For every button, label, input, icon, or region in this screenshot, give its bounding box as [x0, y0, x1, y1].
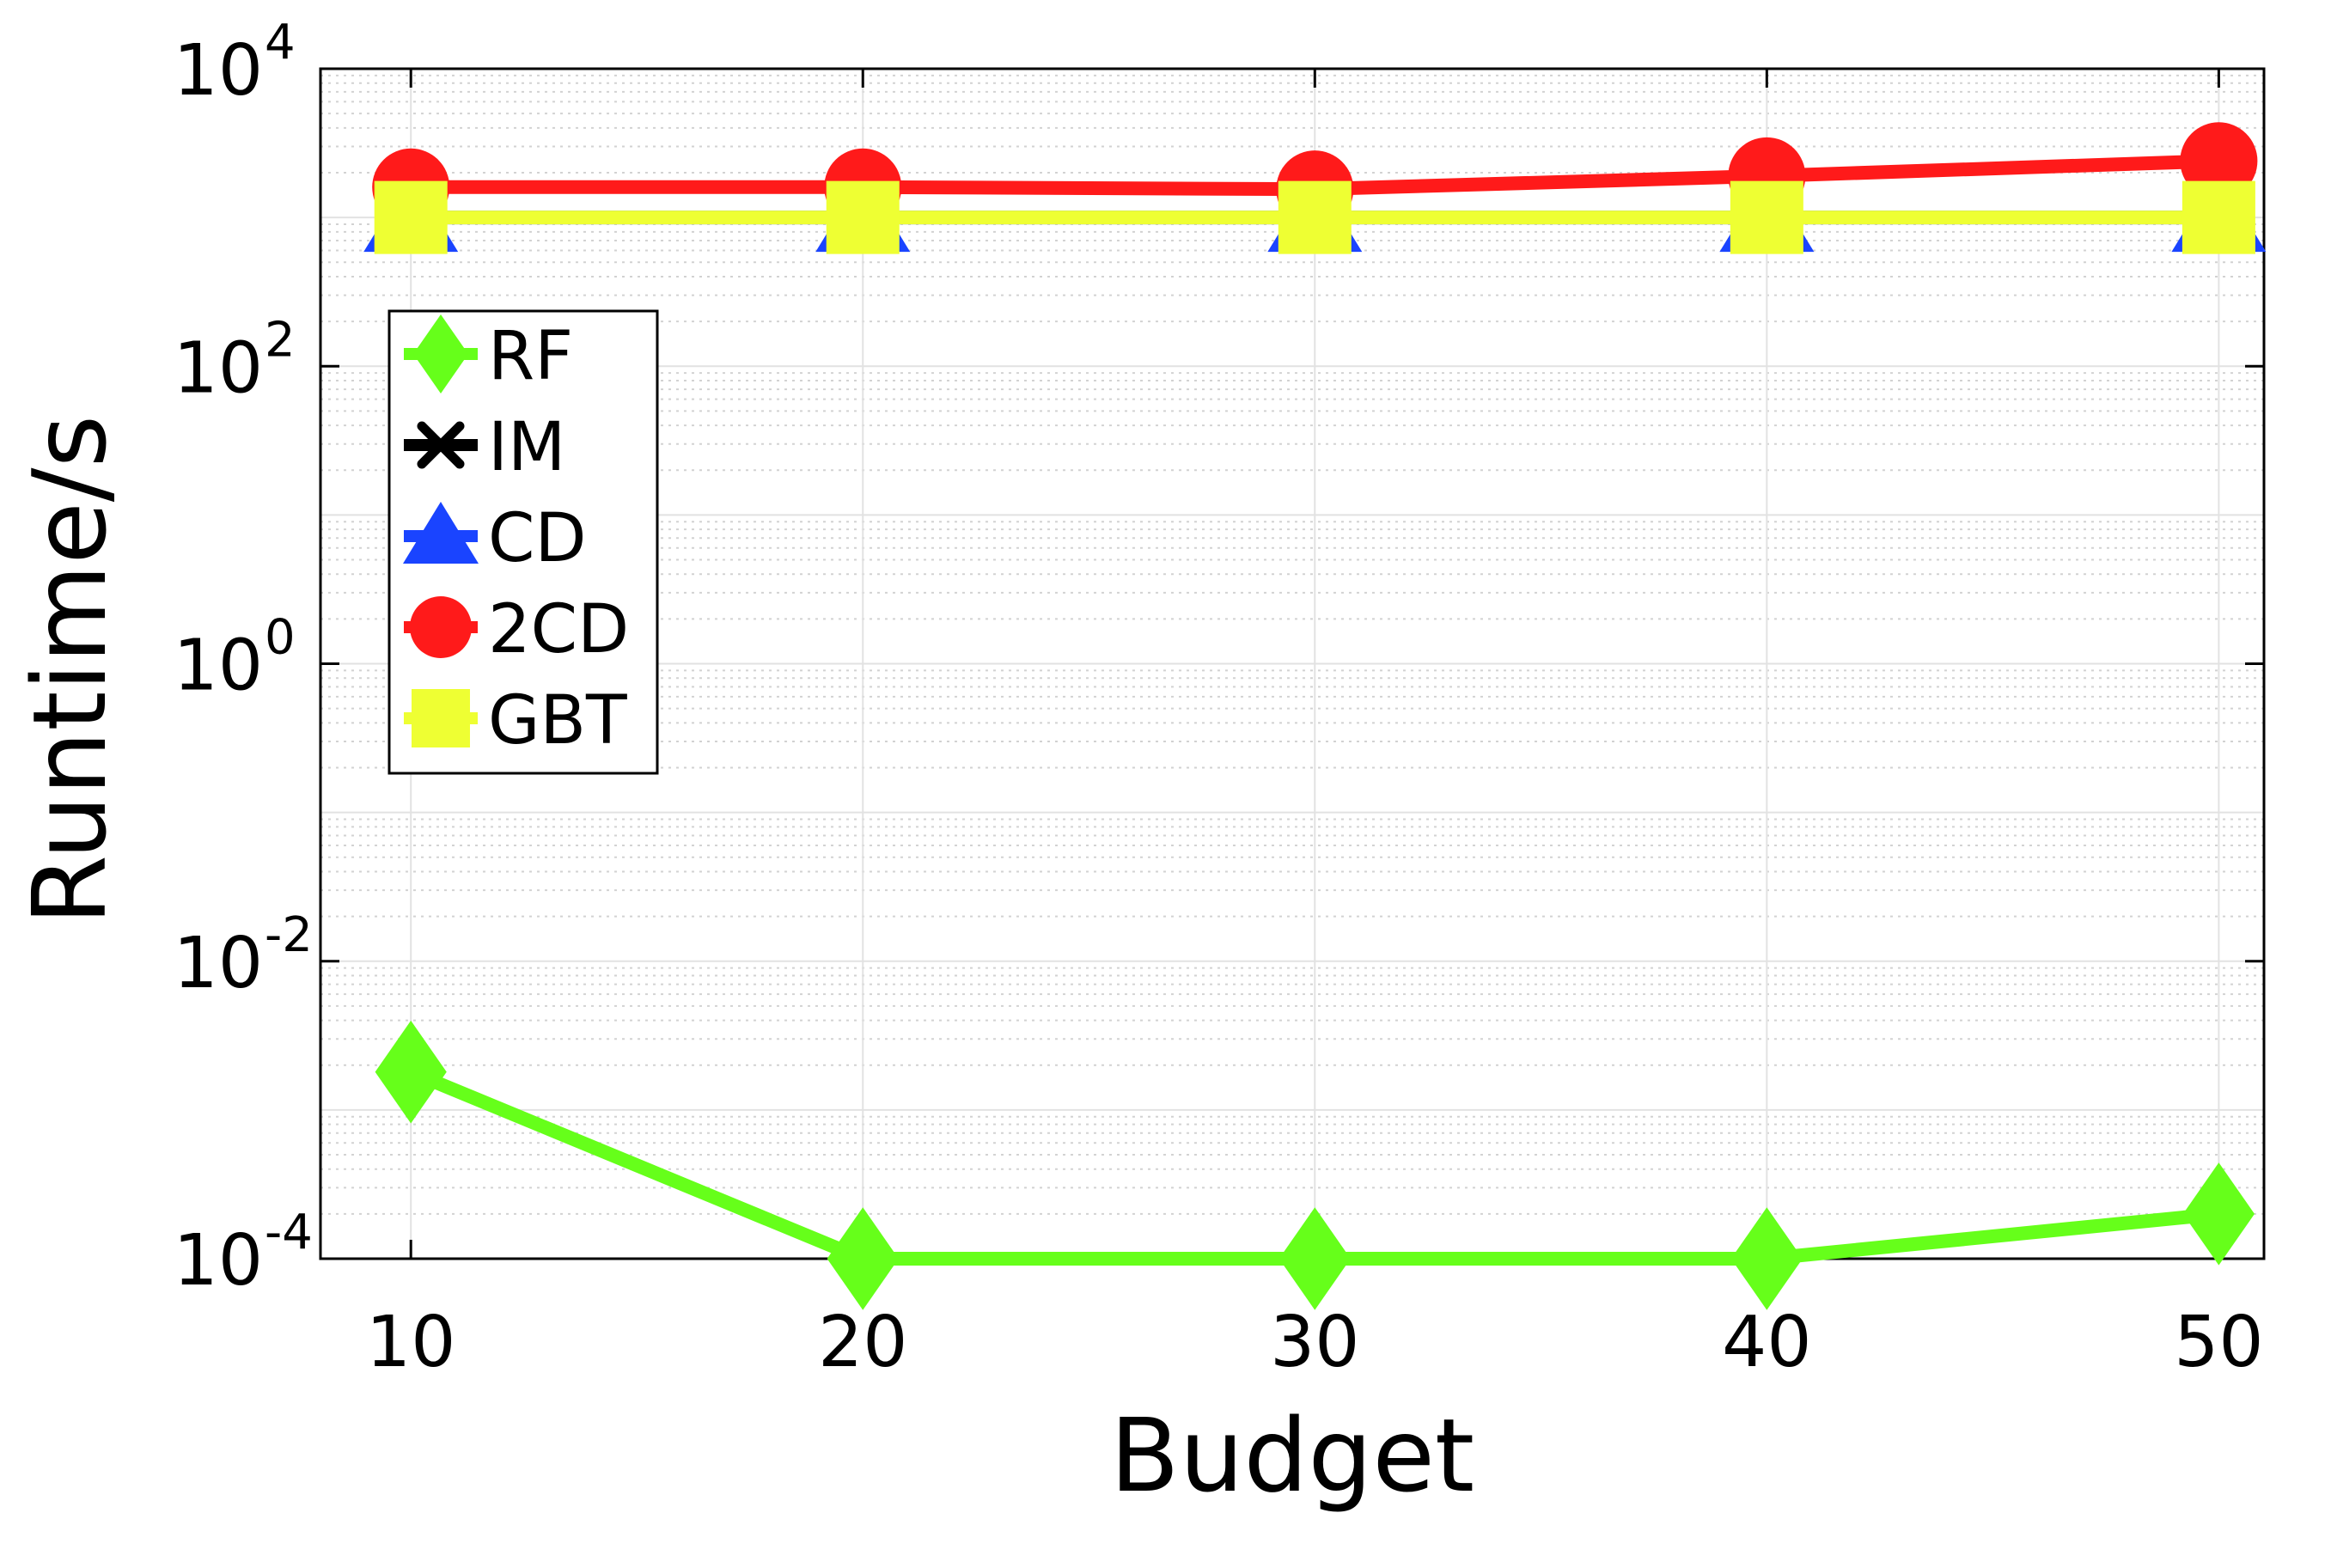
x-tick-label: 50 [2174, 1302, 2263, 1383]
marker-gbt [2181, 180, 2255, 254]
marker-rf [1730, 1207, 1803, 1310]
y-axis-label: Runtime/s [10, 415, 129, 925]
legend-label: CD [488, 500, 587, 577]
x-tick-label: 10 [366, 1302, 455, 1383]
y-tick-exponent: 0 [265, 610, 296, 666]
x-tick-label: 20 [818, 1302, 907, 1383]
marker-rf [375, 1020, 447, 1124]
y-tick-label: 10 2 [174, 312, 296, 409]
y-tick-exponent: -2 [265, 907, 313, 963]
marker-rf [1278, 1207, 1351, 1310]
legend-label: RF [488, 318, 573, 395]
y-tick-label: 10 0 [174, 610, 296, 707]
y-tick-base: 10 [174, 30, 263, 112]
y-tick-base: 10 [174, 923, 263, 1004]
y-tick-label: 10 4 [174, 15, 296, 112]
y-tick-label: 10 -2 [174, 907, 313, 1004]
x-tick-label: 40 [1722, 1302, 1811, 1383]
legend-item-2cd: 2CD [404, 591, 629, 668]
legend-item-gbt: GBT [404, 682, 627, 760]
marker-gbt [1278, 180, 1352, 254]
y-tick-base: 10 [174, 1220, 263, 1302]
x-tick-label: 30 [1270, 1302, 1359, 1383]
legend-marker [412, 689, 470, 747]
legend-marker [413, 421, 468, 469]
y-tick-base: 10 [174, 327, 263, 409]
y-tick-base: 10 [174, 625, 263, 707]
x-axis-label: Budget [1110, 1396, 1474, 1515]
legend-label: 2CD [488, 591, 629, 668]
legend-item-rf: RF [404, 314, 573, 395]
legend-marker [403, 502, 479, 564]
legend-label: GBT [488, 682, 627, 760]
series-gbt [374, 180, 2255, 254]
marker-gbt [374, 180, 448, 254]
marker-gbt [1730, 180, 1803, 254]
y-tick-exponent: -4 [265, 1205, 313, 1260]
legend-marker [413, 314, 468, 394]
legend-label: IM [488, 409, 565, 486]
series-rf [375, 1020, 2255, 1310]
legend: RF IM CD 2CD GBT [387, 309, 659, 775]
marker-2cd [2180, 122, 2258, 200]
y-tick-exponent: 2 [265, 312, 296, 368]
series-group [363, 122, 2267, 1310]
x-tick-labels: 10 20 30 40 50 [366, 1302, 2264, 1383]
marker-gbt [826, 180, 900, 254]
marker-rf [827, 1207, 899, 1310]
legend-marker [410, 596, 472, 658]
legend-item-im: IM [404, 409, 565, 486]
y-tick-label: 10 -4 [174, 1205, 313, 1302]
y-tick-exponent: 4 [265, 15, 296, 70]
legend-item-cd: CD [403, 500, 587, 577]
marker-rf [2182, 1162, 2255, 1266]
